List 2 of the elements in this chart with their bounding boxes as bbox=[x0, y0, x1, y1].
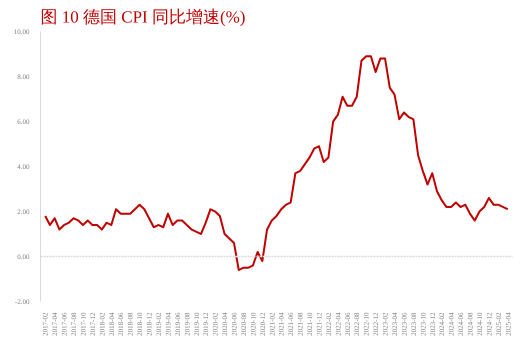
chart-title: 图 10 德国 CPI 同比增速(%) bbox=[40, 8, 246, 26]
line-series bbox=[44, 55, 509, 271]
